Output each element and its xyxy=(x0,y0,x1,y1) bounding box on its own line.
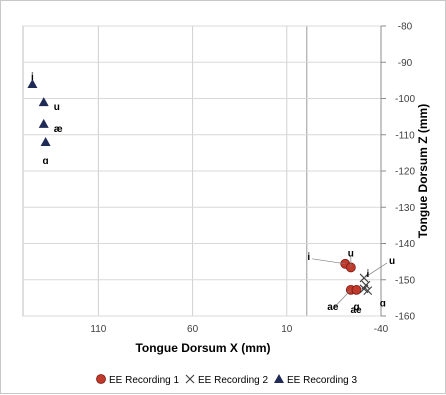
x-marker-stroke xyxy=(363,286,373,296)
point-label: ɑ xyxy=(380,299,386,310)
legend: EE Recording 1 EE Recording 2 EE Recording… xyxy=(96,374,357,386)
y-tick-label: -110 xyxy=(395,130,415,141)
x-axis-ticks: 110 60 10 -40 xyxy=(90,324,388,335)
data-point-series-3 xyxy=(27,79,38,88)
y-axis-ticks: -80 -90 -100 -110 -120 -130 -140 -150 -160 xyxy=(381,22,415,323)
y-axis-title: Tongue Dorsum Z (mm) xyxy=(416,104,430,238)
y-tick-label: -130 xyxy=(395,203,415,214)
y-tick-label: -100 xyxy=(395,94,415,105)
y-tick-label: -80 xyxy=(398,22,413,33)
grid-lines xyxy=(22,25,382,317)
x-marker-stroke xyxy=(359,284,369,294)
point-label: ae xyxy=(327,302,339,313)
legend-marker-1 xyxy=(96,374,106,384)
legend-marker-3 xyxy=(274,374,284,383)
leader-line xyxy=(332,289,352,310)
data-point-series-3 xyxy=(40,137,51,146)
x-marker-stroke xyxy=(185,374,195,384)
y-tick-label: -150 xyxy=(395,275,415,286)
legend-marker-2 xyxy=(185,374,195,384)
data-point-series-2 xyxy=(363,286,373,296)
data-points xyxy=(27,79,373,296)
data-point-series-1 xyxy=(351,284,362,295)
legend-label: EE Recording 1 xyxy=(109,375,179,386)
point-label: i xyxy=(31,72,34,83)
y-tick-label: -90 xyxy=(398,58,413,69)
data-point-series-3 xyxy=(38,118,49,128)
data-point-series-3 xyxy=(38,97,49,107)
point-label: ɑ xyxy=(43,156,49,167)
x-tick-label: 10 xyxy=(281,324,293,335)
x-tick-label: -40 xyxy=(374,324,389,335)
point-label: ɑ xyxy=(353,302,359,313)
x-tick-label: 110 xyxy=(90,324,106,335)
point-label: ae xyxy=(350,305,362,316)
legend-label: EE Recording 3 xyxy=(287,375,357,386)
y-tick-label: -120 xyxy=(395,167,415,178)
point-label: i xyxy=(367,269,370,280)
x-tick-label: 60 xyxy=(187,324,199,335)
point-label: u xyxy=(389,256,395,267)
legend-label: EE Recording 2 xyxy=(198,375,268,386)
x-axis-title: Tongue Dorsum X (mm) xyxy=(135,341,270,355)
leader-line xyxy=(312,258,346,265)
point-label: æ xyxy=(54,124,63,135)
y-tick-label: -160 xyxy=(395,312,415,323)
y-tick-label: -140 xyxy=(395,239,415,250)
leader-line xyxy=(363,262,388,279)
point-label: i xyxy=(307,252,310,263)
point-label: u xyxy=(54,102,60,113)
point-label: u xyxy=(348,248,354,259)
